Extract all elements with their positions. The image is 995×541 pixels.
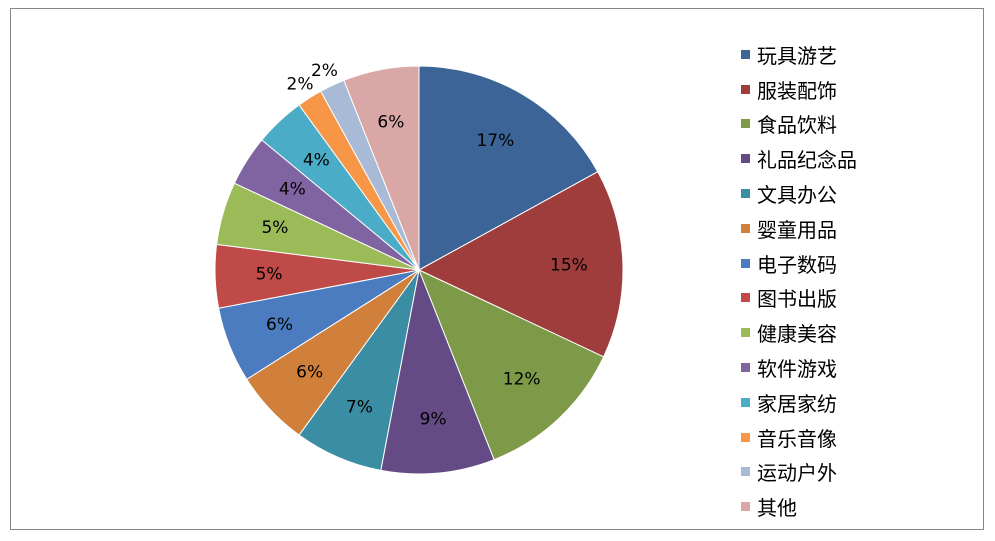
legend-item: 运动户外 — [741, 455, 857, 490]
legend-label: 文具办公 — [757, 183, 837, 208]
legend-swatch — [741, 293, 750, 303]
legend-swatch — [741, 49, 750, 59]
pie-slice — [380, 268, 495, 475]
legend-label: 婴童用品 — [757, 217, 837, 242]
legend-swatch — [741, 258, 750, 268]
legend-item: 电子数码 — [741, 246, 857, 281]
data-label: 4% — [303, 151, 330, 171]
data-label: 6% — [377, 113, 404, 133]
pie-slice — [418, 65, 599, 271]
data-label: 2% — [311, 61, 338, 81]
chart-area: 17% 15% 12% 9% 7% 6% 6% 5% 5% 4% 4% 2% 2% 6% 玩具游艺服装配饰… — [10, 8, 984, 530]
legend-label: 健康美容 — [757, 322, 837, 347]
legend-swatch — [741, 84, 750, 94]
data-label: 4% — [279, 180, 306, 200]
data-label: 6% — [266, 315, 293, 335]
legend-label: 电子数码 — [757, 252, 837, 277]
legend-label: 运动户外 — [757, 461, 837, 486]
data-label: 12% — [503, 369, 541, 389]
legend-label: 食品饮料 — [757, 113, 837, 138]
legend-item: 礼品纪念品 — [741, 141, 857, 176]
legend-swatch — [741, 154, 750, 164]
legend-item: 食品饮料 — [741, 107, 857, 142]
legend-item: 家居家纺 — [741, 385, 857, 420]
legend-swatch — [741, 119, 750, 129]
data-label: 15% — [550, 255, 588, 275]
legend-label: 软件游戏 — [757, 357, 837, 382]
legend-item: 婴童用品 — [741, 211, 857, 246]
legend-label: 其他 — [757, 496, 797, 521]
data-label: 9% — [420, 409, 447, 429]
legend-label: 服装配饰 — [757, 78, 837, 103]
pie-slice — [343, 65, 420, 271]
legend-label: 家居家纺 — [757, 391, 837, 416]
pie-chart: 17% 15% 12% 9% 7% 6% 6% 5% 5% 4% 4% 2%2% 6% — [214, 61, 624, 475]
legend-label: 礼品纪念品 — [757, 148, 857, 173]
pie-slice — [417, 171, 624, 358]
legend-swatch — [741, 223, 750, 233]
legend-swatch — [741, 397, 750, 407]
legend-item: 服装配饰 — [741, 72, 857, 107]
data-label: 2% — [287, 75, 314, 95]
legend-item: 健康美容 — [741, 315, 857, 350]
legend-label: 音乐音像 — [757, 426, 837, 451]
legend: 玩具游艺服装配饰食品饮料礼品纪念品文具办公婴童用品电子数码图书出版健康美容软件游… — [741, 37, 857, 524]
legend-swatch — [741, 432, 750, 442]
legend-swatch — [741, 189, 750, 199]
data-label: 5% — [261, 218, 288, 238]
data-label: 17% — [476, 131, 514, 151]
legend-label: 玩具游艺 — [757, 43, 837, 68]
legend-item: 软件游戏 — [741, 350, 857, 385]
pie-slice — [418, 269, 605, 461]
legend-swatch — [741, 363, 750, 373]
data-label: 7% — [346, 398, 373, 418]
legend-swatch — [741, 502, 750, 512]
data-label: 5% — [256, 265, 283, 285]
legend-item: 音乐音像 — [741, 420, 857, 455]
legend-swatch — [741, 467, 750, 477]
legend-item: 文具办公 — [741, 176, 857, 211]
legend-swatch — [741, 328, 750, 338]
legend-item: 其他 — [741, 489, 857, 524]
data-label: 6% — [296, 363, 323, 383]
legend-item: 图书出版 — [741, 281, 857, 316]
legend-item: 玩具游艺 — [741, 37, 857, 72]
legend-label: 图书出版 — [757, 287, 837, 312]
